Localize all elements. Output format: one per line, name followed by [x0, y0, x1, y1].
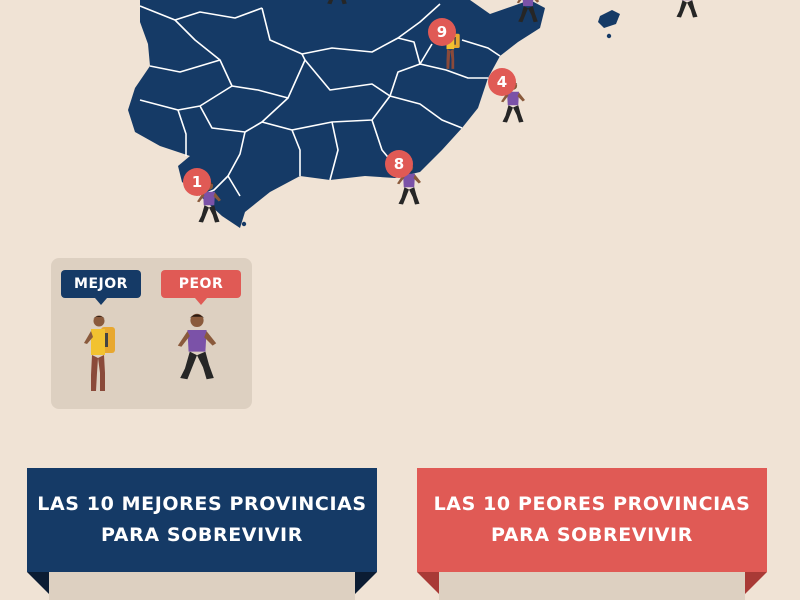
ribbon-fold-left: [27, 572, 49, 594]
best-list-strip: [49, 572, 355, 600]
zombie-figure-icon: [323, 0, 351, 12]
spain-map: [128, 0, 620, 228]
ribbon-fold-right: [355, 572, 377, 594]
worst-banner-line2: PARA SOBREVIVIR: [491, 524, 693, 546]
legend-best-tag: MEJOR: [61, 270, 141, 305]
map-landmass: [128, 0, 545, 228]
legend-worst-label: PEOR: [178, 276, 224, 292]
map-marker: 8: [385, 150, 413, 178]
map-marker: 1: [183, 168, 211, 196]
best-banner-line2: PARA SOBREVIVIR: [101, 524, 303, 546]
ribbon-fold-left: [417, 572, 439, 594]
zombie-figure-icon: [173, 308, 221, 388]
zombie-figure-icon: [514, 0, 542, 30]
worst-banner-line1: LAS 10 PEORES PROVINCIAS: [433, 493, 751, 515]
map-marker: 9: [428, 18, 456, 46]
legend: MEJOR PEOR: [51, 258, 252, 409]
zombie-figure-icon: [672, 0, 702, 24]
map-marker: 4: [488, 68, 516, 96]
balearic-island: [598, 10, 620, 28]
explorer-figure-icon: [81, 310, 121, 396]
worst-provinces-banner: LAS 10 PEORES PROVINCIAS PARA SOBREVIVIR: [417, 468, 767, 572]
legend-worst-tag: PEOR: [161, 270, 241, 305]
ribbon-fold-right: [745, 572, 767, 594]
best-banner-line1: LAS 10 MEJORES PROVINCIAS: [37, 493, 367, 515]
worst-list-strip: [439, 572, 745, 600]
legend-best-label: MEJOR: [74, 276, 128, 292]
best-provinces-banner: LAS 10 MEJORES PROVINCIAS PARA SOBREVIVI…: [27, 468, 377, 572]
province-borders: [139, 3, 501, 197]
